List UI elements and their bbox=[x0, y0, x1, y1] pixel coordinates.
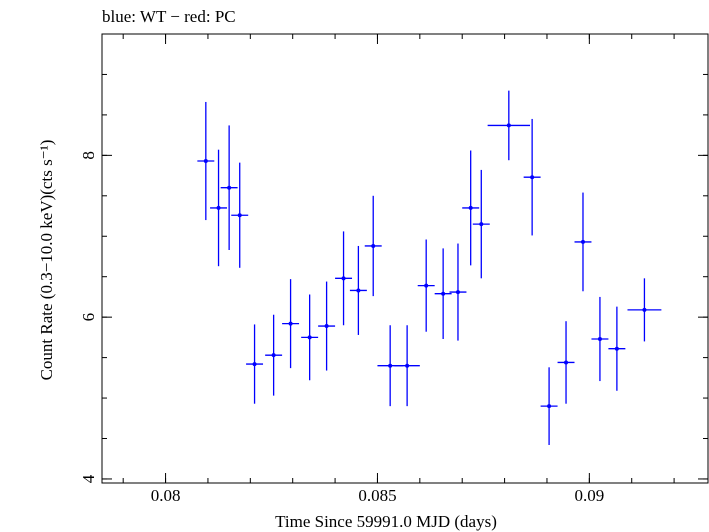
data-point bbox=[335, 231, 353, 326]
point-marker bbox=[307, 335, 312, 340]
data-point bbox=[523, 118, 541, 236]
y-axis-label: Count Rate (0.3−10.0 keV)(cts s⁻¹) bbox=[37, 140, 56, 381]
data-point bbox=[265, 314, 283, 396]
data-point bbox=[231, 162, 249, 268]
point-marker bbox=[405, 363, 410, 368]
y-tick-label: 6 bbox=[79, 313, 98, 322]
data-point bbox=[462, 150, 480, 266]
x-tick-label: 0.08 bbox=[151, 486, 181, 505]
data-point bbox=[627, 278, 662, 342]
data-point bbox=[197, 101, 215, 221]
data-point bbox=[472, 169, 490, 279]
point-marker bbox=[642, 307, 647, 312]
point-marker bbox=[341, 276, 346, 281]
data-point bbox=[574, 192, 592, 292]
data-point bbox=[349, 245, 367, 335]
chart-title: blue: WT − red: PC bbox=[102, 7, 236, 26]
x-axis-label: Time Since 59991.0 MJD (days) bbox=[275, 512, 497, 531]
data-points bbox=[197, 90, 662, 445]
data-point bbox=[220, 125, 238, 251]
data-point bbox=[318, 281, 336, 371]
data-point bbox=[301, 294, 319, 381]
point-marker bbox=[441, 291, 446, 296]
point-marker bbox=[356, 288, 361, 293]
point-marker bbox=[580, 239, 585, 244]
point-marker bbox=[227, 185, 232, 190]
point-marker bbox=[237, 213, 242, 218]
point-marker bbox=[216, 205, 221, 210]
y-tick-label: 4 bbox=[79, 474, 98, 483]
point-marker bbox=[506, 123, 511, 128]
point-marker bbox=[288, 321, 293, 326]
data-point bbox=[591, 296, 609, 382]
point-marker bbox=[479, 222, 484, 227]
data-point bbox=[540, 367, 558, 445]
point-marker bbox=[530, 175, 535, 180]
point-marker bbox=[547, 404, 552, 409]
axes: 0.08 0.085 0.09 4 6 8 bbox=[79, 33, 709, 505]
point-marker bbox=[597, 336, 602, 341]
point-marker bbox=[271, 353, 276, 358]
point-marker bbox=[324, 324, 329, 329]
data-point bbox=[417, 239, 435, 332]
data-point bbox=[394, 325, 420, 407]
point-marker bbox=[371, 243, 376, 248]
data-point bbox=[210, 149, 228, 267]
x-tick-label: 0.09 bbox=[574, 486, 604, 505]
data-point bbox=[282, 279, 300, 369]
data-point bbox=[434, 248, 452, 339]
point-marker bbox=[614, 346, 619, 351]
point-marker bbox=[388, 363, 393, 368]
data-point bbox=[246, 324, 264, 404]
x-tick-label: 0.085 bbox=[358, 486, 396, 505]
plot-frame bbox=[101, 33, 709, 484]
data-point bbox=[608, 306, 626, 391]
y-tick-label: 8 bbox=[79, 151, 98, 160]
point-marker bbox=[252, 362, 257, 367]
point-marker bbox=[455, 290, 460, 295]
point-marker bbox=[564, 360, 569, 365]
point-marker bbox=[468, 205, 473, 210]
data-point bbox=[557, 321, 575, 404]
data-point bbox=[449, 243, 467, 341]
data-point bbox=[364, 195, 382, 297]
data-point bbox=[487, 90, 531, 161]
point-marker bbox=[424, 283, 429, 288]
point-marker bbox=[203, 159, 208, 164]
